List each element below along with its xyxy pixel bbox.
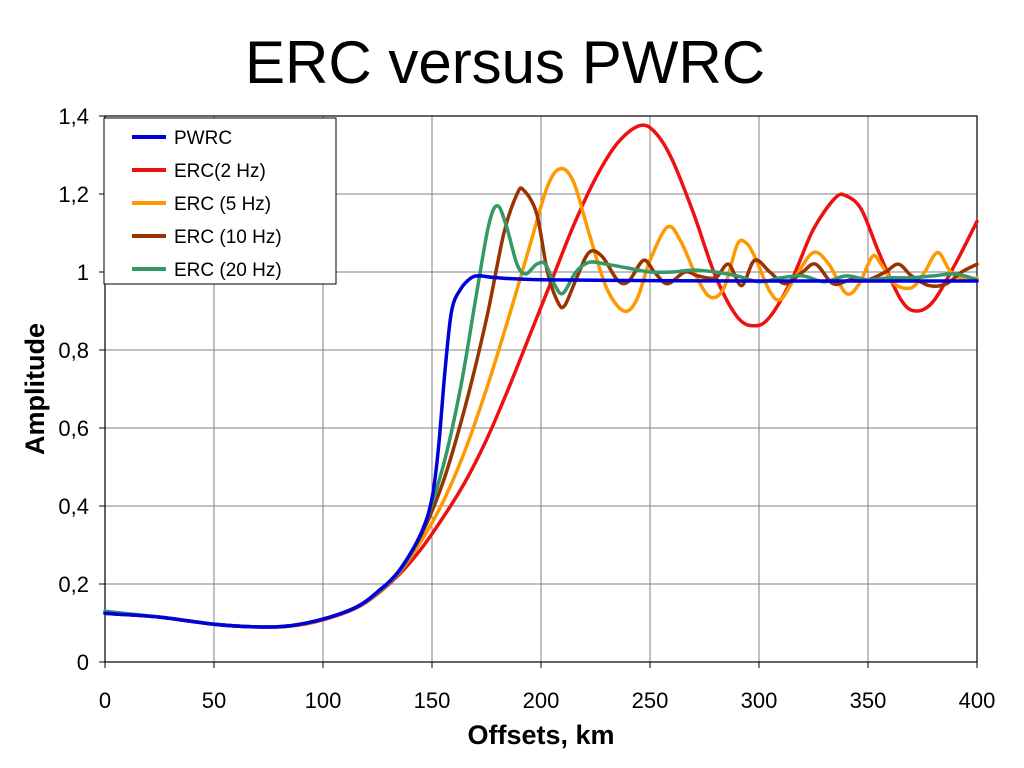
legend-label-erc-10-hz: ERC (10 Hz) <box>174 227 282 248</box>
x-tick-label: 150 <box>414 688 451 713</box>
legend: PWRC ERC(2 Hz) ERC (5 Hz) ERC (10 Hz) ERC (2… <box>103 117 337 285</box>
x-tick-label: 250 <box>632 688 669 713</box>
x-tick-label: 200 <box>523 688 560 713</box>
y-tick-label: 0,2 <box>58 572 89 597</box>
legend-label-erc-2-hz: ERC(2 Hz) <box>174 161 266 182</box>
y-tick-label: 0 <box>77 650 89 675</box>
legend-label-pwrc: PWRC <box>174 128 232 149</box>
chart-title: ERC versus PWRC <box>244 29 766 96</box>
y-tick-label: 0,8 <box>58 338 89 363</box>
axis-ticks: 0 50 100 150 200 250 300 350 400 0 0,2 0,4 0,6 0,8 1 1,… <box>58 104 995 713</box>
x-tick-label: 300 <box>741 688 778 713</box>
y-axis-title: Amplitude <box>20 323 50 455</box>
series-lines <box>103 123 979 629</box>
x-axis-title: Offsets, km <box>467 720 614 750</box>
legend-label-erc-20-hz: ERC (20 Hz) <box>174 260 282 281</box>
y-tick-label: 0,6 <box>58 416 89 441</box>
x-tick-label: 50 <box>202 688 226 713</box>
y-tick-label: 0,4 <box>58 494 89 519</box>
y-tick-label: 1,2 <box>58 182 89 207</box>
x-tick-label: 0 <box>99 688 111 713</box>
x-tick-label: 100 <box>305 688 342 713</box>
legend-label-erc-5-hz: ERC (5 Hz) <box>174 194 271 215</box>
y-tick-label: 1 <box>77 260 89 285</box>
x-tick-label: 350 <box>850 688 887 713</box>
y-tick-label: 1,4 <box>58 104 89 129</box>
series-line-pwrc <box>103 274 979 629</box>
x-tick-label: 400 <box>959 688 996 713</box>
